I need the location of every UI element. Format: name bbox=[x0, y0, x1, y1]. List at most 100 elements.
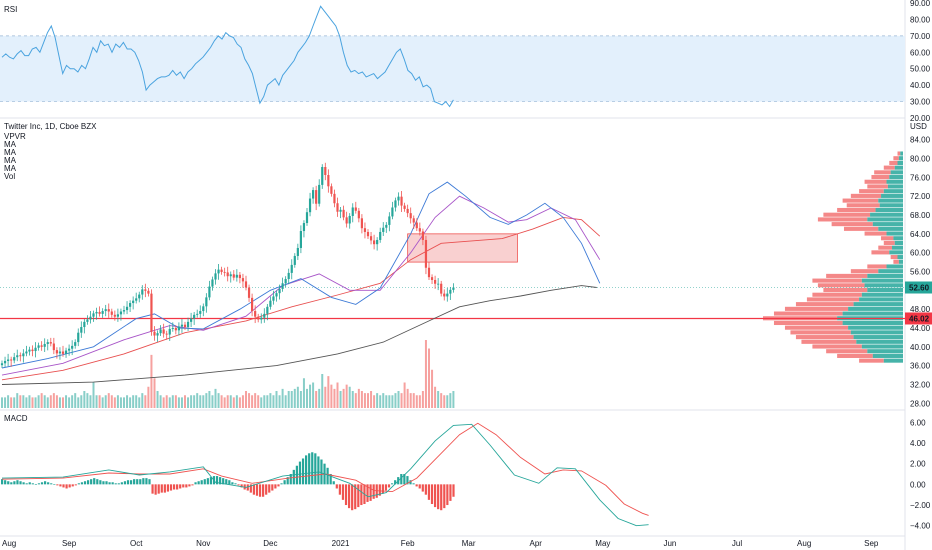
candle bbox=[40, 341, 43, 351]
macd-histogram-bar bbox=[74, 484, 77, 486]
macd-histogram-bar bbox=[369, 484, 372, 501]
time-tick-label: Aug bbox=[797, 539, 811, 548]
volume-bar bbox=[373, 395, 376, 408]
vpvr-bar-down bbox=[883, 165, 895, 170]
candle bbox=[205, 293, 208, 313]
candle-body bbox=[421, 231, 424, 240]
vpvr-bar-up bbox=[886, 231, 903, 236]
candle-body bbox=[281, 283, 284, 289]
macd-histogram-bar bbox=[344, 484, 348, 506]
macd-histogram-bar bbox=[151, 484, 154, 494]
candle-body bbox=[333, 193, 336, 204]
vpvr-bar-up bbox=[850, 330, 903, 335]
volume-bar bbox=[208, 391, 211, 408]
candle-body bbox=[369, 236, 373, 241]
macd-histogram-bar bbox=[372, 484, 375, 499]
volume-bar bbox=[437, 391, 440, 408]
macd-histogram-bar bbox=[90, 479, 93, 485]
volume-bar bbox=[71, 395, 74, 408]
candle bbox=[150, 289, 153, 336]
candle bbox=[412, 215, 415, 229]
macd-histogram-bar bbox=[289, 474, 292, 485]
candle-body bbox=[351, 207, 354, 216]
candle-body bbox=[3, 360, 7, 364]
price-tick-label: 36.00 bbox=[910, 362, 931, 371]
macd-histogram-bar bbox=[53, 484, 56, 485]
volume-bar bbox=[251, 395, 254, 408]
volume-bar bbox=[385, 395, 388, 408]
candle-body bbox=[308, 198, 312, 213]
vpvr-bar-up bbox=[892, 245, 903, 250]
macd-histogram-bar bbox=[437, 484, 440, 510]
vpvr-bar-down bbox=[795, 302, 854, 307]
volume-bar bbox=[418, 395, 421, 408]
macd-histogram-bar bbox=[357, 484, 360, 508]
volume-bar bbox=[394, 393, 397, 408]
candle bbox=[135, 292, 138, 304]
candle bbox=[421, 228, 424, 246]
volume-bar bbox=[184, 395, 186, 408]
candle bbox=[363, 222, 367, 239]
candle-body bbox=[92, 313, 95, 317]
macd-signal-line bbox=[1, 422, 649, 516]
macd-histogram-bar bbox=[311, 452, 314, 485]
volume-bar bbox=[205, 393, 208, 408]
rsi-tick-label: 70.00 bbox=[910, 32, 931, 41]
volume-bar bbox=[260, 397, 263, 408]
macd-histogram-bar bbox=[268, 484, 271, 493]
candle bbox=[351, 203, 354, 223]
vpvr-bar-down bbox=[823, 287, 868, 293]
macd-histogram-bar bbox=[366, 484, 369, 502]
vpvr-bar-up bbox=[867, 273, 903, 278]
vpvr-bar-up bbox=[894, 165, 903, 170]
macd-histogram-bar bbox=[111, 482, 114, 485]
macd-histogram-bar bbox=[102, 481, 105, 485]
candle-body bbox=[10, 359, 13, 361]
volume-bar bbox=[424, 340, 427, 408]
candle bbox=[305, 207, 309, 226]
candle-body bbox=[391, 207, 394, 217]
candle-body bbox=[241, 278, 245, 282]
candle-body bbox=[220, 269, 223, 272]
vpvr-bar-up bbox=[875, 207, 903, 213]
macd-histogram-bar bbox=[305, 455, 308, 485]
candle bbox=[22, 349, 25, 363]
volume-bar bbox=[214, 388, 217, 408]
volume-bar bbox=[174, 395, 177, 408]
volume-bar bbox=[150, 354, 153, 408]
candle bbox=[208, 280, 211, 301]
volume-bar bbox=[272, 395, 275, 408]
volume-bar bbox=[287, 391, 290, 408]
candle bbox=[266, 303, 269, 321]
macd-histogram-bar bbox=[7, 481, 10, 485]
candle bbox=[211, 276, 214, 291]
candle bbox=[28, 346, 31, 356]
volume-bar bbox=[330, 384, 333, 408]
candle-body bbox=[452, 287, 455, 290]
macd-histogram-bar bbox=[114, 483, 117, 485]
candle bbox=[0, 360, 4, 368]
macd-tick-label: 4.00 bbox=[910, 439, 926, 448]
candle-body bbox=[394, 200, 397, 208]
candle bbox=[116, 308, 119, 322]
candle-body bbox=[226, 272, 229, 277]
vpvr-bar-up bbox=[848, 306, 903, 311]
volume-bar bbox=[345, 384, 348, 408]
candle bbox=[299, 225, 302, 254]
vpvr-bar-down bbox=[826, 349, 868, 354]
candle-body bbox=[22, 353, 25, 357]
rsi-tick-label: 50.00 bbox=[910, 65, 931, 74]
macd-histogram-bar bbox=[50, 483, 53, 485]
candle bbox=[220, 266, 223, 275]
vpvr-bar-up bbox=[889, 175, 903, 180]
vpvr-bar-up bbox=[890, 170, 903, 175]
macd-histogram-bar bbox=[154, 484, 157, 495]
candle-body bbox=[68, 348, 71, 351]
candle-body bbox=[238, 274, 241, 279]
macd-histogram-bar bbox=[400, 474, 403, 485]
volume-bar bbox=[156, 391, 159, 408]
volume-bar bbox=[55, 395, 58, 408]
candle bbox=[68, 344, 71, 356]
macd-histogram-bar bbox=[176, 484, 179, 490]
